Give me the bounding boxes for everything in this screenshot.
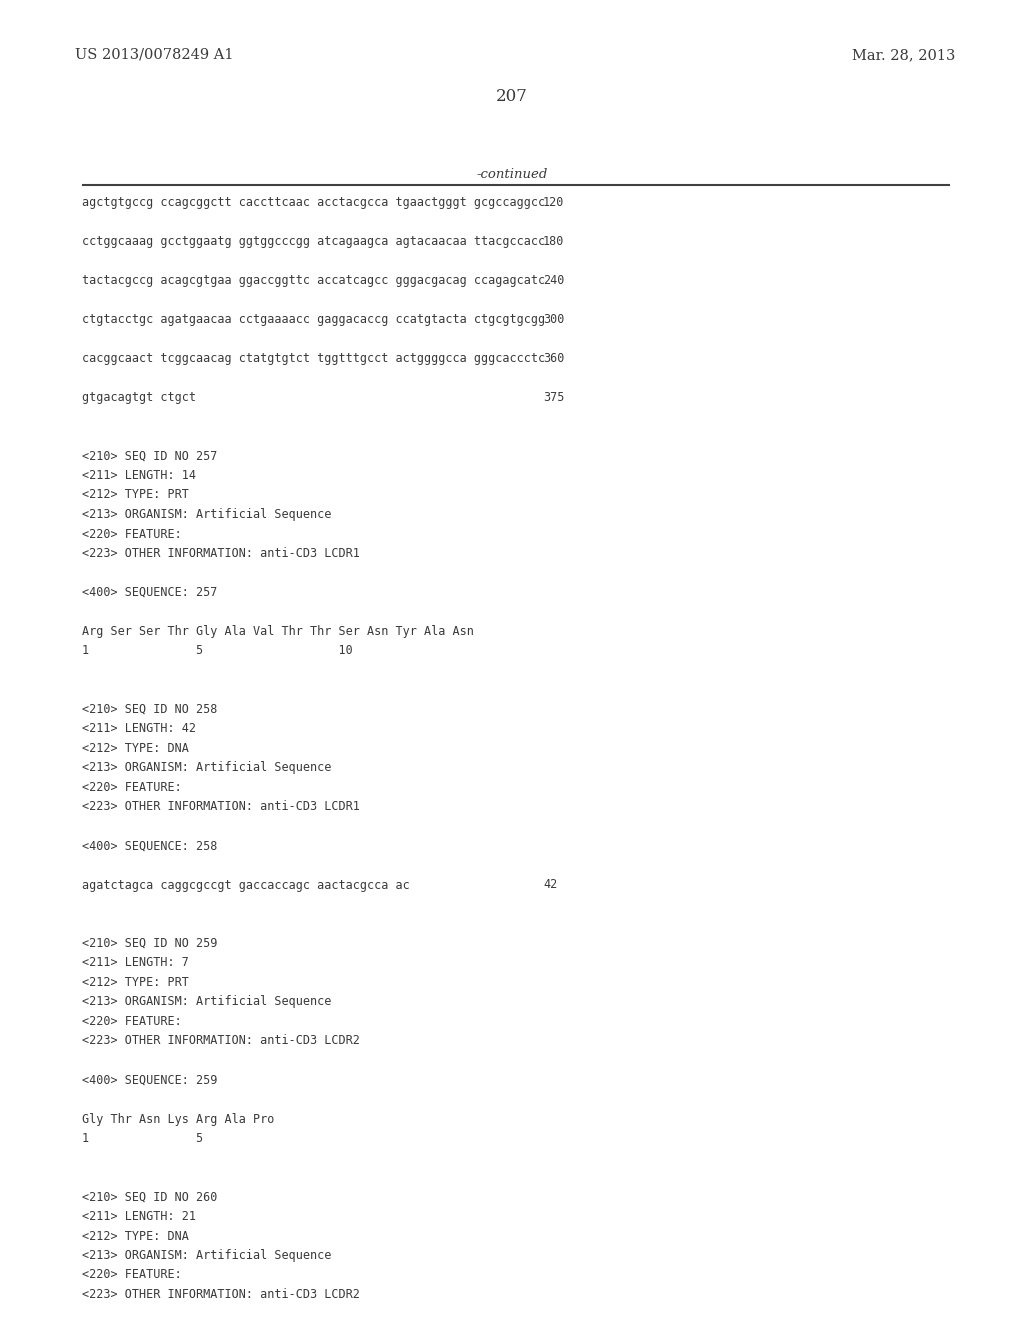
Text: 120: 120 <box>543 195 564 209</box>
Text: 300: 300 <box>543 313 564 326</box>
Text: <400> SEQUENCE: 257: <400> SEQUENCE: 257 <box>82 586 217 599</box>
Text: <213> ORGANISM: Artificial Sequence: <213> ORGANISM: Artificial Sequence <box>82 1249 332 1262</box>
Text: <210> SEQ ID NO 260: <210> SEQ ID NO 260 <box>82 1191 217 1204</box>
Text: <211> LENGTH: 14: <211> LENGTH: 14 <box>82 469 196 482</box>
Text: <210> SEQ ID NO 259: <210> SEQ ID NO 259 <box>82 937 217 950</box>
Text: <400> SEQUENCE: 258: <400> SEQUENCE: 258 <box>82 840 217 853</box>
Text: 180: 180 <box>543 235 564 248</box>
Text: Mar. 28, 2013: Mar. 28, 2013 <box>852 48 955 62</box>
Text: <223> OTHER INFORMATION: anti-CD3 LCDR1: <223> OTHER INFORMATION: anti-CD3 LCDR1 <box>82 546 359 560</box>
Text: 1               5: 1 5 <box>82 1133 203 1144</box>
Text: <220> FEATURE:: <220> FEATURE: <box>82 1269 181 1282</box>
Text: ctgtacctgc agatgaacaa cctgaaaacc gaggacaccg ccatgtacta ctgcgtgcgg: ctgtacctgc agatgaacaa cctgaaaacc gaggaca… <box>82 313 545 326</box>
Text: 207: 207 <box>496 88 528 106</box>
Text: <210> SEQ ID NO 258: <210> SEQ ID NO 258 <box>82 704 217 715</box>
Text: agatctagca caggcgccgt gaccaccagc aactacgcca ac: agatctagca caggcgccgt gaccaccagc aactacg… <box>82 879 410 891</box>
Text: <220> FEATURE:: <220> FEATURE: <box>82 1015 181 1028</box>
Text: <213> ORGANISM: Artificial Sequence: <213> ORGANISM: Artificial Sequence <box>82 508 332 521</box>
Text: -continued: -continued <box>476 168 548 181</box>
Text: <223> OTHER INFORMATION: anti-CD3 LCDR2: <223> OTHER INFORMATION: anti-CD3 LCDR2 <box>82 1035 359 1048</box>
Text: cctggcaaag gcctggaatg ggtggcccgg atcagaagca agtacaacaa ttacgccacc: cctggcaaag gcctggaatg ggtggcccgg atcagaa… <box>82 235 545 248</box>
Text: <400> SEQUENCE: 259: <400> SEQUENCE: 259 <box>82 1073 217 1086</box>
Text: Arg Ser Ser Thr Gly Ala Val Thr Thr Ser Asn Tyr Ala Asn: Arg Ser Ser Thr Gly Ala Val Thr Thr Ser … <box>82 624 474 638</box>
Text: <213> ORGANISM: Artificial Sequence: <213> ORGANISM: Artificial Sequence <box>82 995 332 1008</box>
Text: cacggcaact tcggcaacag ctatgtgtct tggtttgcct actggggcca gggcaccctc: cacggcaact tcggcaacag ctatgtgtct tggtttg… <box>82 352 545 366</box>
Text: <223> OTHER INFORMATION: anti-CD3 LCDR2: <223> OTHER INFORMATION: anti-CD3 LCDR2 <box>82 1288 359 1302</box>
Text: 375: 375 <box>543 391 564 404</box>
Text: <223> OTHER INFORMATION: anti-CD3 LCDR1: <223> OTHER INFORMATION: anti-CD3 LCDR1 <box>82 800 359 813</box>
Text: <212> TYPE: PRT: <212> TYPE: PRT <box>82 488 188 502</box>
Text: <212> TYPE: DNA: <212> TYPE: DNA <box>82 1229 188 1242</box>
Text: <211> LENGTH: 7: <211> LENGTH: 7 <box>82 957 188 969</box>
Text: <213> ORGANISM: Artificial Sequence: <213> ORGANISM: Artificial Sequence <box>82 762 332 775</box>
Text: tactacgccg acagcgtgaa ggaccggttc accatcagcc gggacgacag ccagagcatc: tactacgccg acagcgtgaa ggaccggttc accatca… <box>82 275 545 286</box>
Text: 42: 42 <box>543 879 557 891</box>
Text: 240: 240 <box>543 275 564 286</box>
Text: <210> SEQ ID NO 257: <210> SEQ ID NO 257 <box>82 450 217 462</box>
Text: <212> TYPE: PRT: <212> TYPE: PRT <box>82 975 188 989</box>
Text: <211> LENGTH: 21: <211> LENGTH: 21 <box>82 1210 196 1224</box>
Text: <211> LENGTH: 42: <211> LENGTH: 42 <box>82 722 196 735</box>
Text: <212> TYPE: DNA: <212> TYPE: DNA <box>82 742 188 755</box>
Text: <220> FEATURE:: <220> FEATURE: <box>82 781 181 795</box>
Text: gtgacagtgt ctgct: gtgacagtgt ctgct <box>82 391 196 404</box>
Text: 1               5                   10: 1 5 10 <box>82 644 352 657</box>
Text: agctgtgccg ccagcggctt caccttcaac acctacgcca tgaactgggt gcgccaggcc: agctgtgccg ccagcggctt caccttcaac acctacg… <box>82 195 545 209</box>
Text: Gly Thr Asn Lys Arg Ala Pro: Gly Thr Asn Lys Arg Ala Pro <box>82 1113 274 1126</box>
Text: 360: 360 <box>543 352 564 366</box>
Text: <220> FEATURE:: <220> FEATURE: <box>82 528 181 540</box>
Text: US 2013/0078249 A1: US 2013/0078249 A1 <box>75 48 233 62</box>
